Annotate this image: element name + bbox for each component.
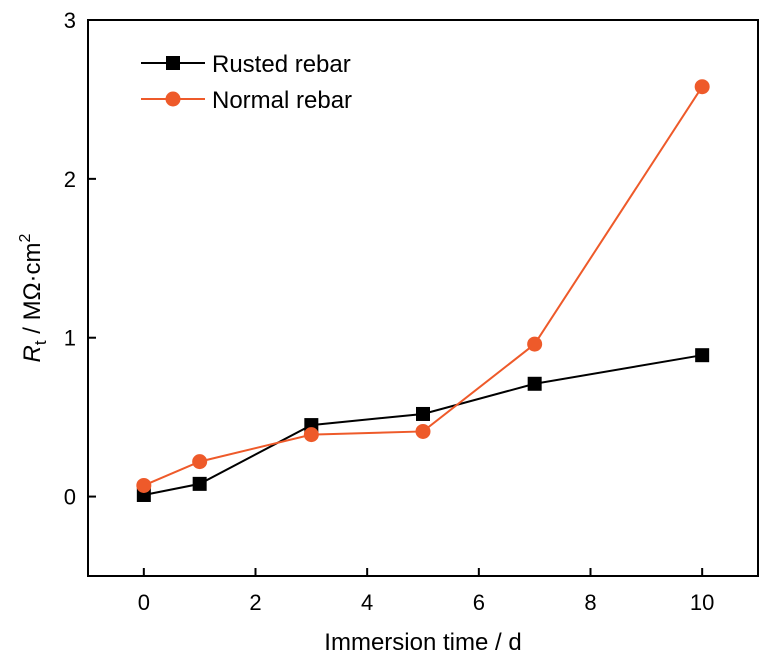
y-axis-title-unit: / MΩ·cm bbox=[19, 242, 46, 340]
legend-label-normal-rebar: Normal rebar bbox=[212, 87, 352, 114]
y-tick-label: 1 bbox=[64, 326, 76, 351]
x-tick-label: 4 bbox=[361, 590, 373, 615]
y-axis-ticks: 0 1 2 3 bbox=[64, 8, 96, 510]
series-layer bbox=[136, 79, 710, 502]
x-tick-label: 6 bbox=[473, 590, 485, 615]
data-point-normal-rebar bbox=[136, 477, 152, 493]
y-tick-label: 2 bbox=[64, 167, 76, 192]
data-point-rusted-rebar bbox=[192, 476, 207, 491]
x-axis-ticks: 0 2 4 6 8 10 bbox=[138, 568, 714, 615]
y-axis-title-subscript: t bbox=[31, 340, 50, 345]
data-point-normal-rebar bbox=[415, 423, 431, 439]
legend-entry-rusted-rebar: Rusted rebar bbox=[141, 51, 351, 78]
y-axis-title-symbol: R bbox=[19, 345, 46, 362]
data-point-rusted-rebar bbox=[416, 406, 430, 421]
legend: Rusted rebar Normal rebar bbox=[141, 51, 352, 114]
y-tick-label: 0 bbox=[64, 485, 76, 510]
x-tick-label: 0 bbox=[138, 590, 150, 615]
series-line-rusted-rebar bbox=[143, 354, 703, 496]
legend-label-rusted-rebar: Rusted rebar bbox=[212, 51, 351, 78]
series-line-normal-rebar bbox=[143, 86, 704, 487]
data-point-rusted-rebar bbox=[695, 348, 710, 363]
x-tick-label: 10 bbox=[690, 590, 714, 615]
data-point-rusted-rebar bbox=[527, 376, 542, 391]
legend-marker-normal-rebar bbox=[165, 91, 181, 107]
legend-entry-normal-rebar: Normal rebar bbox=[141, 87, 352, 114]
legend-marker-rusted-rebar bbox=[166, 56, 180, 70]
plot-frame bbox=[87, 19, 759, 577]
data-point-normal-rebar bbox=[303, 427, 319, 443]
x-axis-title: Immersion time / d bbox=[324, 629, 521, 656]
data-point-normal-rebar bbox=[694, 79, 710, 95]
y-tick-label: 3 bbox=[64, 8, 76, 33]
y-axis-title: Rt / MΩ·cm2 bbox=[17, 233, 50, 362]
x-tick-label: 8 bbox=[584, 590, 596, 615]
data-point-normal-rebar bbox=[192, 454, 208, 470]
x-tick-label: 2 bbox=[249, 590, 261, 615]
y-axis-title-superscript: 2 bbox=[17, 233, 34, 242]
data-point-normal-rebar bbox=[527, 336, 543, 352]
